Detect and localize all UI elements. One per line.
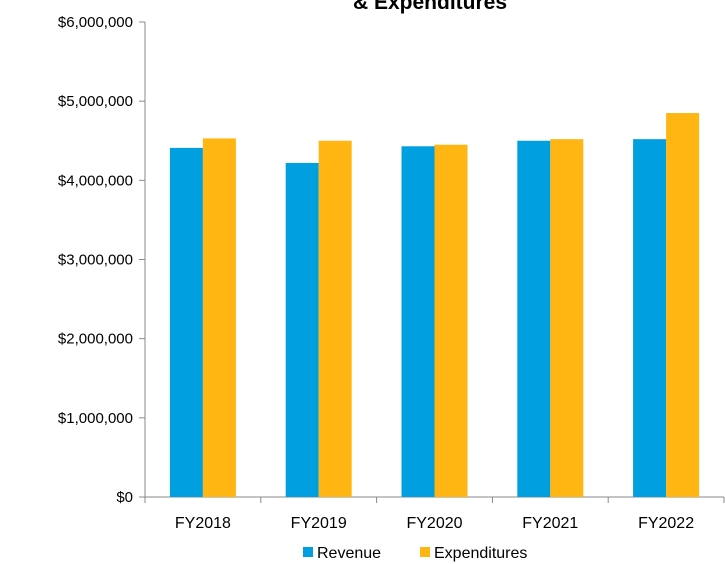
x-tick-label: FY2019 bbox=[291, 515, 347, 532]
bar bbox=[517, 140, 551, 497]
bar bbox=[434, 144, 468, 498]
y-tick-label: $2,000,000 bbox=[58, 331, 133, 348]
legend-label: Revenue bbox=[317, 545, 381, 562]
x-tick-label: FY2020 bbox=[406, 515, 462, 532]
y-tick-label: $3,000,000 bbox=[58, 252, 133, 269]
bar bbox=[633, 139, 667, 497]
y-tick-label: $6,000,000 bbox=[58, 14, 133, 31]
bar bbox=[550, 139, 584, 497]
y-tick-label: $1,000,000 bbox=[58, 410, 133, 427]
x-tick-label: FY2021 bbox=[522, 515, 578, 532]
x-tick-label: FY2022 bbox=[638, 515, 694, 532]
legend-label: Expenditures bbox=[434, 545, 527, 562]
legend-swatch bbox=[303, 547, 313, 557]
bar bbox=[318, 140, 352, 497]
y-tick-label: $0 bbox=[116, 489, 133, 506]
y-tick-label: $5,000,000 bbox=[58, 93, 133, 110]
legend-swatch bbox=[420, 547, 430, 557]
bar bbox=[169, 147, 203, 497]
bar bbox=[285, 162, 319, 497]
bar bbox=[202, 138, 236, 497]
bar bbox=[666, 113, 700, 498]
x-tick-label: FY2018 bbox=[175, 515, 231, 532]
bar bbox=[401, 146, 435, 497]
chart-title: & Expenditures bbox=[353, 0, 507, 14]
y-tick-label: $4,000,000 bbox=[58, 172, 133, 189]
